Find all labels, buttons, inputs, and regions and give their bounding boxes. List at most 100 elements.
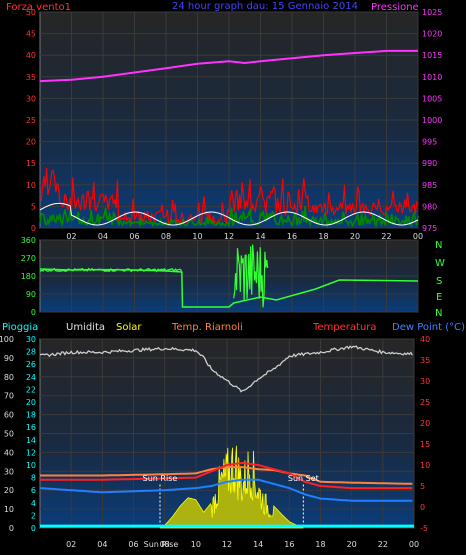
- top-left-title: Forza vento1: [6, 2, 71, 13]
- top-left-tick: 5: [31, 202, 36, 211]
- top-right-tick: 980: [422, 202, 437, 211]
- temperatura-series: [40, 461, 413, 490]
- compass-n-top: N: [435, 240, 442, 251]
- wx-left-tick: 90: [4, 354, 14, 363]
- solar-area: [159, 445, 304, 529]
- top-right-tick: 1025: [422, 8, 442, 17]
- top-left-tick: 45: [26, 30, 36, 39]
- top-x-tick: 16: [287, 232, 297, 241]
- wx-mid-tick: 4: [31, 499, 36, 508]
- dewpoint-series: [39, 478, 413, 502]
- wx-right-tick: 40: [420, 335, 430, 344]
- wx-mid-tick: 28: [26, 348, 36, 357]
- top-x-tick: 18: [318, 232, 328, 241]
- top-left-tick: 10: [26, 181, 36, 190]
- direction-jitter: [39, 267, 183, 273]
- top-right-tick: 990: [422, 159, 437, 168]
- pressure-series: [39, 49, 418, 83]
- wx-left-tick: 50: [4, 430, 14, 439]
- top-center-title: 24 hour graph dau: 15 Gennaio 2014: [172, 1, 358, 12]
- top-x-tick: 10: [192, 232, 202, 241]
- wx-left-tick: 30: [4, 467, 14, 476]
- wx-mid-tick: 0: [31, 524, 36, 533]
- label-umidita: Umidita: [66, 322, 105, 333]
- dir-tick: 270: [21, 254, 36, 263]
- dir-tick: 180: [21, 272, 36, 281]
- wx-mid-tick: 14: [26, 436, 36, 445]
- top-x-tick: 06: [129, 232, 139, 241]
- wx-right-tick: 30: [420, 377, 430, 386]
- wx-mid-tick: 10: [26, 461, 36, 470]
- wx-left-tick: 70: [4, 392, 14, 401]
- top-right-tick: 1010: [422, 73, 442, 82]
- wx-left-tick: 80: [4, 373, 14, 382]
- wx-left-tick: 0: [9, 524, 14, 533]
- label-temp-riarnoli: Temp. Riarnoli: [171, 322, 243, 333]
- dir-tick: 0: [31, 308, 36, 317]
- wx-x-tick: 02: [66, 540, 76, 549]
- wx-right-tick: 25: [420, 398, 430, 407]
- wx-right-tick: 10: [420, 461, 430, 470]
- compass-s: S: [436, 276, 442, 287]
- top-left-tick: 35: [26, 73, 36, 82]
- wx-right-tick: 0: [420, 503, 425, 512]
- top-left-tick: 50: [26, 8, 36, 17]
- top-right-tick: 985: [422, 181, 437, 190]
- wx-mid-tick: 2: [31, 511, 36, 520]
- wx-left-tick: 60: [4, 411, 14, 420]
- wx-right-tick: 15: [420, 440, 430, 449]
- compass-n-bottom: N: [435, 308, 442, 319]
- top-right-tick: 1000: [422, 116, 442, 125]
- sunset-label: Sun Set: [288, 474, 319, 483]
- humidity-series: [39, 345, 413, 393]
- compass-w: W: [435, 258, 445, 269]
- wx-mid-tick: 12: [26, 448, 36, 457]
- wx-x-tick: 12: [222, 540, 232, 549]
- wind-avg-series: [39, 202, 419, 226]
- top-right-tick: 1015: [422, 51, 442, 60]
- top-left-tick: 25: [26, 116, 36, 125]
- top-left-tick: 30: [26, 94, 36, 103]
- wx-mid-tick: 24: [26, 373, 36, 382]
- wx-left-tick: 100: [0, 335, 14, 344]
- wx-mid-tick: 30: [26, 335, 36, 344]
- top-x-tick: 20: [350, 232, 360, 241]
- top-x-tick: 22: [381, 232, 391, 241]
- wx-x-tick: 00: [409, 540, 419, 549]
- temp-riarnoli-series: [40, 466, 413, 485]
- direction-series: [39, 268, 419, 308]
- top-right-title: Pressione: [371, 2, 419, 13]
- dir-tick: 90: [26, 290, 36, 299]
- wx-x-tick: 18: [315, 540, 325, 549]
- sunrise-label: Sun Rise: [143, 474, 178, 483]
- wx-right-tick: -5: [420, 524, 428, 533]
- compass-e: E: [436, 292, 442, 303]
- dir-tick: 360: [21, 236, 36, 245]
- wx-left-tick: 10: [4, 505, 14, 514]
- direction-spikes: [233, 244, 269, 308]
- wx-x-tick: 20: [347, 540, 357, 549]
- label-dewpoint: Dew Point (°C): [392, 322, 465, 333]
- top-left-tick: 20: [26, 138, 36, 147]
- wx-x-tick: 06: [128, 540, 138, 549]
- wind-speed-series: [39, 206, 419, 229]
- top-left-tick: 0: [31, 224, 36, 233]
- wx-mid-tick: 20: [26, 398, 36, 407]
- wx-mid-tick: 6: [31, 486, 36, 495]
- wx-left-tick: 40: [4, 448, 14, 457]
- wx-x-tick: 08: [160, 540, 170, 549]
- top-x-tick: 00: [413, 232, 423, 241]
- wx-mid-tick: 18: [26, 411, 36, 420]
- wx-mid-tick: 26: [26, 360, 36, 369]
- wx-x-tick-sunrise: Sun Rise: [144, 540, 179, 549]
- top-left-tick: 40: [26, 51, 36, 60]
- wx-x-tick: 04: [97, 540, 107, 549]
- top-right-tick: 1020: [422, 30, 442, 39]
- wx-mid-tick: 16: [26, 423, 36, 432]
- label-solar: Solar: [116, 322, 142, 333]
- wx-x-tick: 10: [191, 540, 201, 549]
- wx-x-tick: 16: [284, 540, 294, 549]
- top-x-tick: 14: [255, 232, 265, 241]
- wx-mid-tick: 8: [31, 474, 36, 483]
